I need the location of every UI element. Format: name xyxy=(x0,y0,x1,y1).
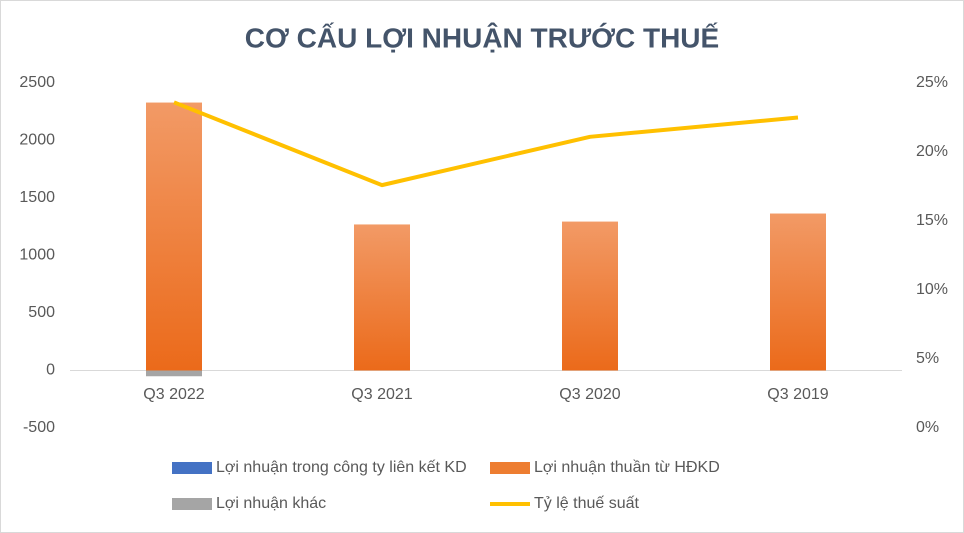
chart-title: CƠ CẤU LỢI NHUẬN TRƯỚC THUẾ xyxy=(245,22,719,53)
y-tick-label: 2000 xyxy=(19,132,55,149)
legend-swatch xyxy=(172,498,212,510)
y2-tick-label: 10% xyxy=(916,281,948,298)
y-tick-label: 0 xyxy=(46,362,55,379)
legend-label: Lợi nhuận khác xyxy=(216,495,326,512)
y2-tick-label: 5% xyxy=(916,350,939,367)
bar xyxy=(770,213,826,371)
legend-swatch xyxy=(490,462,530,474)
y2-tick-label: 20% xyxy=(916,143,948,160)
y-tick-label: 1500 xyxy=(19,189,55,206)
y-tick-label: 1000 xyxy=(19,247,55,264)
x-tick-label: Q3 2022 xyxy=(143,386,204,403)
bar xyxy=(562,221,618,371)
y2-tick-label: 15% xyxy=(916,212,948,229)
x-tick-label: Q3 2020 xyxy=(559,386,620,403)
bar xyxy=(354,224,410,371)
y-tick-label: 500 xyxy=(28,304,55,321)
x-tick-label: Q3 2019 xyxy=(767,386,828,403)
legend-label: Lợi nhuận trong công ty liên kết KD xyxy=(216,459,467,476)
bar xyxy=(146,370,202,377)
y2-tick-label: 0% xyxy=(916,419,939,436)
x-tick-label: Q3 2021 xyxy=(351,386,412,403)
legend-label: Tỷ lệ thuế suất xyxy=(534,495,640,512)
y-tick-label: 2500 xyxy=(19,74,55,91)
line xyxy=(173,100,799,188)
y-tick-label: -500 xyxy=(23,419,55,436)
y2-tick-label: 25% xyxy=(916,74,948,91)
legend-label: Lợi nhuận thuần từ HĐKD xyxy=(534,459,720,476)
legend-swatch xyxy=(172,462,212,474)
bar xyxy=(146,102,202,371)
